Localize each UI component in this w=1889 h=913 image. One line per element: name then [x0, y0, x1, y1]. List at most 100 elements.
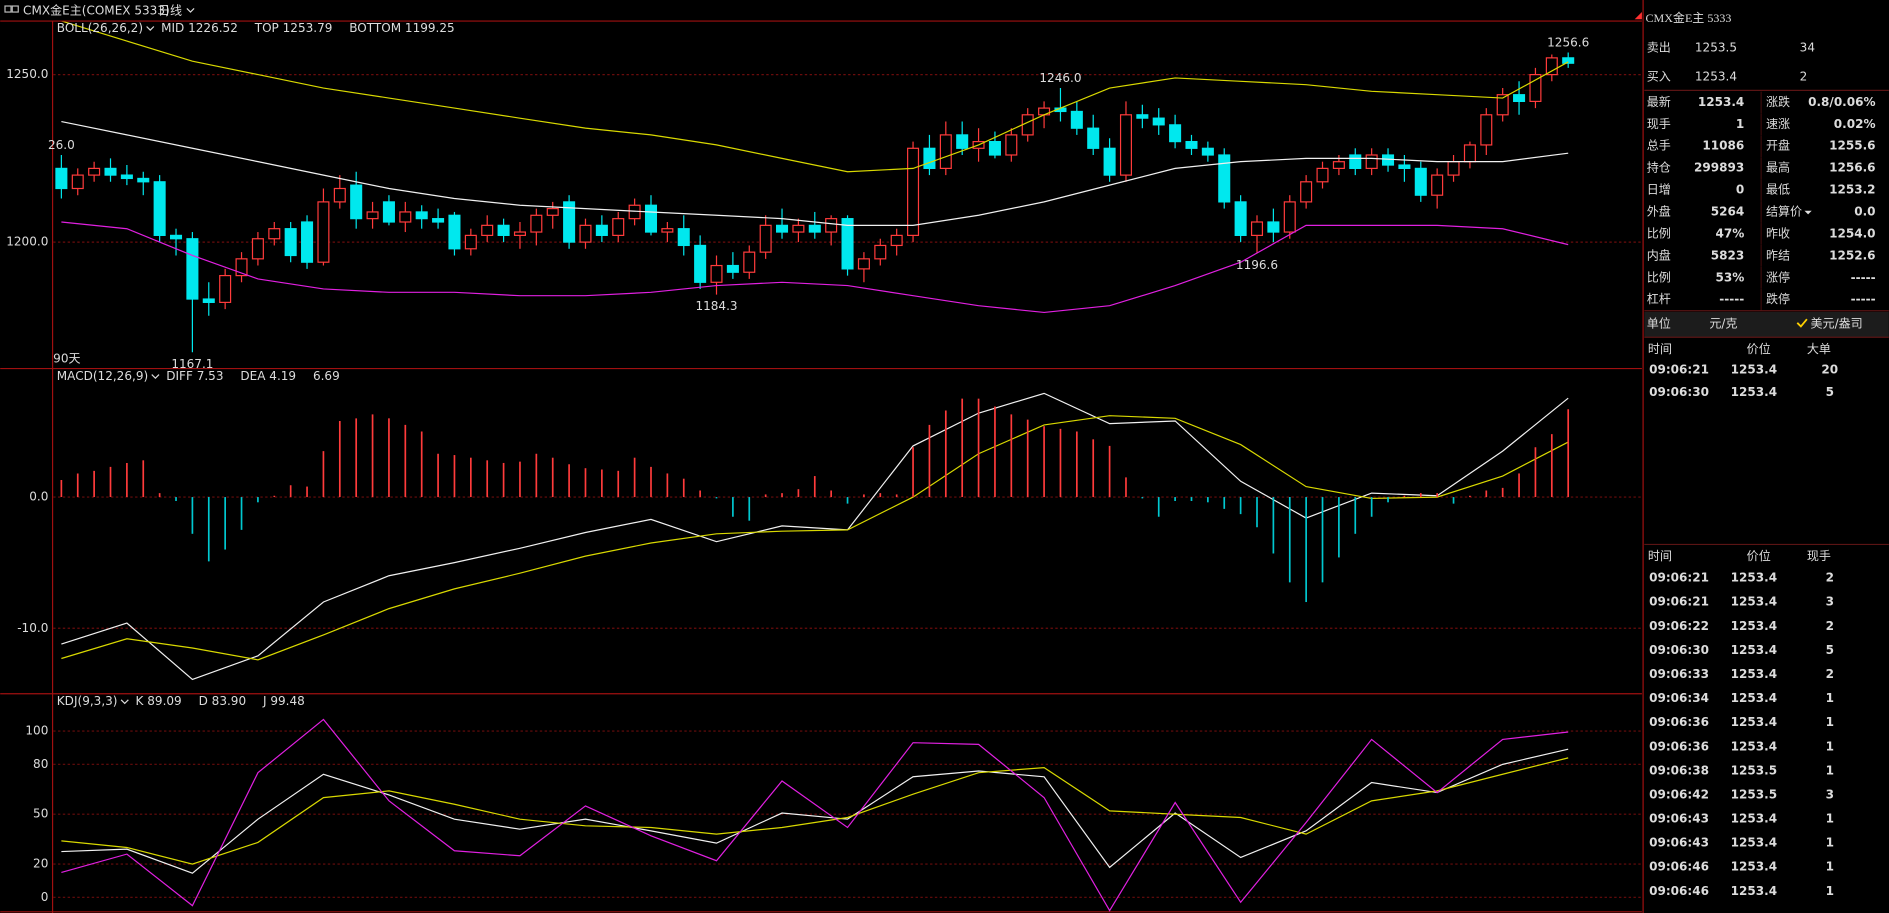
dropdown-caret: [186, 8, 195, 13]
candle-body: [546, 207, 559, 216]
candle-body: [743, 251, 756, 273]
candle-body: [530, 214, 543, 233]
symbol-label[interactable]: CMX金E主(COMEX 5333): [23, 2, 170, 17]
candle-body: [677, 228, 690, 247]
quote-label: 总手: [1647, 139, 1671, 153]
quote-label: 开盘: [1766, 138, 1790, 153]
candle-body: [1103, 147, 1116, 176]
table-header: 现手: [1807, 549, 1831, 563]
candle-body: [71, 174, 84, 190]
indicator-title[interactable]: MACD(12,26,9): [57, 369, 148, 383]
tick-size: 2: [1826, 571, 1834, 585]
range-label: 90天: [53, 351, 80, 365]
candle-body: [284, 228, 297, 257]
tick-price: 1253.5: [1731, 763, 1777, 777]
unit-option[interactable]: 美元/盎司: [1811, 317, 1863, 331]
dropdown-caret: [146, 26, 155, 31]
quote-title: CMX金E主 5333: [1646, 10, 1732, 25]
candle-body: [513, 231, 526, 236]
candle-body: [759, 224, 772, 253]
candle-body: [661, 228, 674, 233]
tick-price: 1253.4: [1731, 860, 1777, 874]
candle-body: [333, 187, 346, 203]
indicator-line: [61, 392, 1569, 681]
candle-body: [841, 218, 854, 270]
candle-body: [104, 167, 117, 176]
candle-body: [137, 177, 150, 183]
indicator-line: [61, 120, 1569, 226]
tick-price: 1253.4: [1731, 595, 1777, 609]
y-tick-label: 20: [33, 857, 48, 871]
candle-body: [644, 204, 658, 233]
period-selector[interactable]: 日线: [158, 3, 182, 17]
candle-body: [186, 238, 199, 300]
indicator-line: [61, 21, 1569, 173]
tick-size: 3: [1826, 787, 1834, 801]
pane-plot: [53, 392, 1642, 681]
tick-size: 1: [1826, 739, 1834, 753]
indicator-title[interactable]: KDJ(9,3,3): [57, 694, 118, 708]
quote-value: 0.8/0.06%: [1808, 95, 1875, 109]
candle-body: [1005, 134, 1018, 156]
candle-body: [890, 234, 903, 247]
candle-body: [219, 274, 232, 303]
price-annotation: 1184.3: [695, 299, 737, 313]
tick-time: 09:06:21: [1649, 595, 1709, 609]
candle-body: [235, 258, 248, 277]
candle-body: [1365, 154, 1378, 169]
quote-label: 内盘: [1647, 247, 1671, 262]
candle-body: [497, 224, 510, 236]
unit-label: 单位: [1647, 316, 1671, 331]
candle-body: [1431, 174, 1444, 196]
tick-price: 1253.4: [1731, 739, 1777, 753]
candle-body: [1316, 167, 1329, 183]
candle-body: [1201, 147, 1214, 156]
candle-body: [612, 218, 625, 236]
tick-size: 1: [1826, 763, 1834, 777]
tick-price: 1253.4: [1731, 715, 1777, 729]
candle-body: [710, 264, 723, 283]
candle-body: [1332, 161, 1345, 169]
candle-body: [268, 228, 281, 240]
candle-body: [382, 201, 395, 223]
quote-value: 1256.6: [1829, 161, 1875, 175]
indicator-line: [61, 415, 1569, 661]
table-header: 价位: [1747, 341, 1771, 356]
tick-size: 2: [1826, 619, 1834, 633]
quote-value: -----: [1851, 292, 1876, 306]
candle-body: [88, 167, 101, 176]
table-header: 价位: [1747, 548, 1771, 563]
quote-label: 最新: [1647, 94, 1671, 109]
tick-time: 09:06:21: [1649, 571, 1709, 585]
candle-body: [776, 224, 789, 233]
order-price: 1253.5: [1695, 41, 1737, 55]
candle-body: [1447, 161, 1460, 176]
candle-body: [153, 181, 166, 236]
indicator-title[interactable]: BOLL(26,26,2): [57, 21, 143, 35]
dropdown-caret: [151, 374, 160, 380]
indicator-line: [61, 748, 1569, 874]
candle-body: [415, 211, 428, 220]
tick-time: 09:06:43: [1649, 812, 1709, 826]
tick-size: 1: [1826, 715, 1834, 729]
candle-body: [202, 298, 215, 303]
quote-label: 最高: [1766, 160, 1790, 175]
tick-time: 09:06:21: [1649, 362, 1709, 376]
tick-size: 5: [1826, 385, 1834, 399]
y-tick-label: 100: [25, 724, 48, 738]
quote-value: 299893: [1694, 161, 1744, 175]
quote-value: 1254.0: [1829, 226, 1875, 240]
price-annotation: 1256.6: [1547, 35, 1589, 49]
tick-price: 1253.4: [1731, 812, 1777, 826]
indicator-line: [61, 221, 1569, 314]
candle-body: [579, 224, 592, 243]
quote-value: 1252.6: [1829, 248, 1875, 262]
candle-body: [857, 258, 870, 270]
price-annotation: 1246.0: [1039, 71, 1081, 85]
candle-body: [1562, 57, 1575, 64]
legend-entry: BOTTOM 1199.25: [349, 21, 454, 35]
unit-option[interactable]: 元/克: [1709, 317, 1737, 331]
tick-time: 09:06:46: [1649, 860, 1709, 874]
legend-entry: MID 1226.52: [161, 21, 238, 35]
quote-label: 持仓: [1647, 160, 1671, 175]
